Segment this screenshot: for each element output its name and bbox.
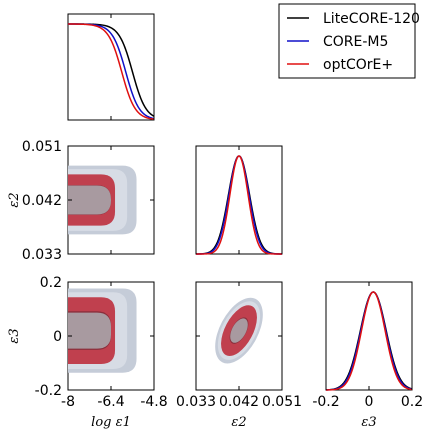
xtick-log-e1-left: -8	[61, 394, 75, 410]
xtick-e2-mid: 0.042	[219, 394, 259, 410]
tick-marks	[67, 14, 413, 391]
legend: LiteCORE-120 CORE-M5 optCOrE+	[278, 3, 420, 79]
ytick-e2-mid: 0.042	[22, 193, 62, 209]
contour-layer	[68, 288, 137, 373]
xtick-log-e1-mid: -6.4	[97, 394, 124, 410]
xlabel-e2: ε2	[231, 415, 246, 430]
xtick-e2-left: 0.033	[176, 394, 216, 410]
contour-core-m5-1sigma	[68, 312, 111, 349]
xtick-e2-right: 0.051	[262, 394, 302, 410]
xtick-e3-left: -0.2	[312, 394, 339, 410]
legend-label-core-m5: CORE-M5	[323, 34, 388, 50]
marginal-curve-LiteCORE-120	[325, 291, 413, 391]
panel-e3-marginal	[325, 281, 413, 391]
marginal-curve-LiteCORE-120	[68, 23, 155, 117]
marginal-curve-LiteCORE-120	[195, 155, 283, 255]
ytick-e2-bottom: 0.033	[22, 247, 62, 263]
legend-label-optcore: optCOrE+	[323, 57, 393, 73]
contour-core-m5-1sigma	[68, 185, 111, 215]
ylabel-e2: ε2	[7, 192, 22, 207]
ylabel-e3: ε3	[7, 328, 22, 343]
xtick-log-e1-right: -4.8	[140, 394, 167, 410]
ytick-e2-top: 0.051	[22, 139, 62, 155]
ytick-e3-top: 0.2	[40, 275, 62, 291]
panel-e3-vs-log-e1	[67, 281, 155, 391]
ytick-e3-mid: 0	[53, 329, 62, 345]
xlabel-log-e1: log ε1	[91, 415, 131, 430]
xtick-e3-right: 0.2	[401, 394, 423, 410]
marginal-curve-optCOrE+	[196, 155, 282, 255]
panel-e3-vs-e2	[195, 281, 283, 391]
contour-layer	[68, 165, 137, 235]
marginal-curve-optCOrE+	[325, 291, 413, 391]
ellipse-core-m5-1sigma	[230, 318, 248, 343]
marginal-curve-optCOrE+	[68, 23, 155, 120]
marginal-curve-CORE-M5	[196, 155, 282, 255]
ytick-e3-bottom: -0.2	[35, 383, 62, 399]
marginal-curve-CORE-M5	[68, 23, 155, 120]
panel-e2-vs-log-e1	[67, 145, 155, 255]
xlabel-e3: ε3	[361, 415, 376, 430]
legend-label-litecore: LiteCORE-120	[323, 11, 420, 27]
panel-log-e1-marginal	[67, 13, 155, 121]
panel-e2-marginal	[195, 145, 283, 255]
xtick-e3-mid: 0	[365, 394, 374, 410]
